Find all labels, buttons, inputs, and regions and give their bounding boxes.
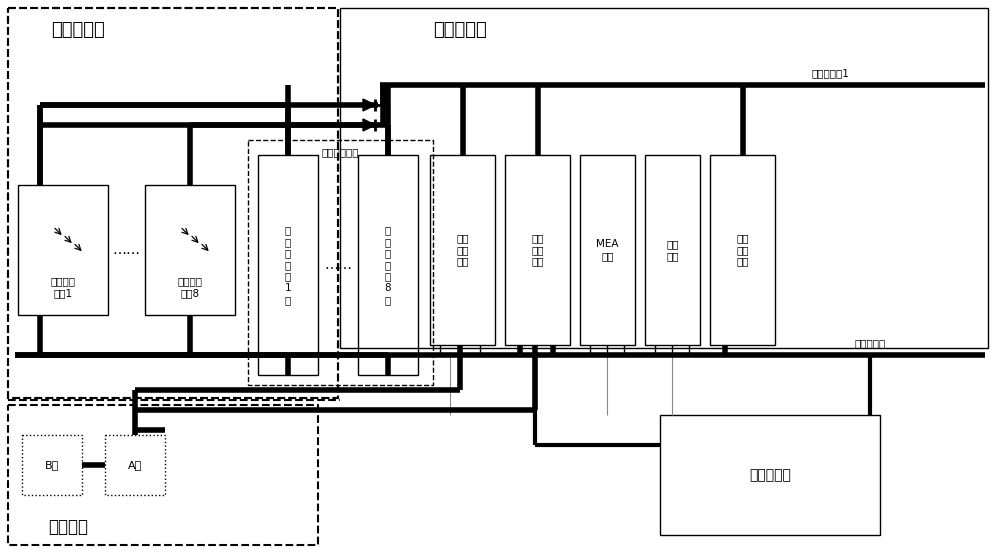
Polygon shape (363, 99, 375, 111)
Bar (105, 435, 165, 495)
Text: A组: A组 (128, 460, 142, 470)
Text: 电源下位机: 电源下位机 (749, 468, 791, 482)
Bar (248, 140, 433, 385)
Bar (22, 435, 82, 495)
Bar (340, 8, 988, 348)
Text: 放电
调节
模块: 放电 调节 模块 (531, 234, 544, 266)
Bar (645, 155, 700, 345)
Text: 分流调节模块: 分流调节模块 (322, 147, 359, 157)
Polygon shape (363, 119, 375, 131)
Text: 二次
电源
模块: 二次 电源 模块 (736, 234, 749, 266)
Bar (580, 155, 635, 345)
Text: 供电负母线: 供电负母线 (854, 338, 886, 348)
Bar (505, 155, 570, 345)
Bar (258, 155, 318, 375)
Text: 分
流
调
节
第
8
级: 分 流 调 节 第 8 级 (385, 225, 391, 305)
Bar (710, 155, 775, 345)
Bar (8, 8, 338, 398)
Text: 分
流
调
节
第
1
级: 分 流 调 节 第 1 级 (285, 225, 291, 305)
Text: 蓄电池组: 蓄电池组 (48, 518, 88, 536)
Bar (430, 155, 495, 345)
Text: 电源控制器: 电源控制器 (433, 21, 487, 39)
Bar (8, 405, 318, 545)
Bar (8, 8, 338, 398)
Bar (145, 185, 235, 315)
Text: 太阳电池阵: 太阳电池阵 (51, 21, 105, 39)
Text: MEA
模块: MEA 模块 (596, 239, 619, 261)
Text: 供电正母线1: 供电正母线1 (811, 68, 849, 78)
Text: 太阳电池
分阵8: 太阳电池 分阵8 (178, 276, 202, 298)
Text: ……: …… (324, 258, 352, 272)
Text: B组: B组 (45, 460, 59, 470)
Bar (18, 185, 108, 315)
Bar (358, 155, 418, 375)
Text: ……: …… (112, 243, 140, 257)
Text: 滤波
电路: 滤波 电路 (666, 239, 679, 261)
Bar (660, 415, 880, 535)
Text: 充电
调节
模块: 充电 调节 模块 (456, 234, 469, 266)
Text: 太阳电池
分阵1: 太阳电池 分阵1 (50, 276, 76, 298)
